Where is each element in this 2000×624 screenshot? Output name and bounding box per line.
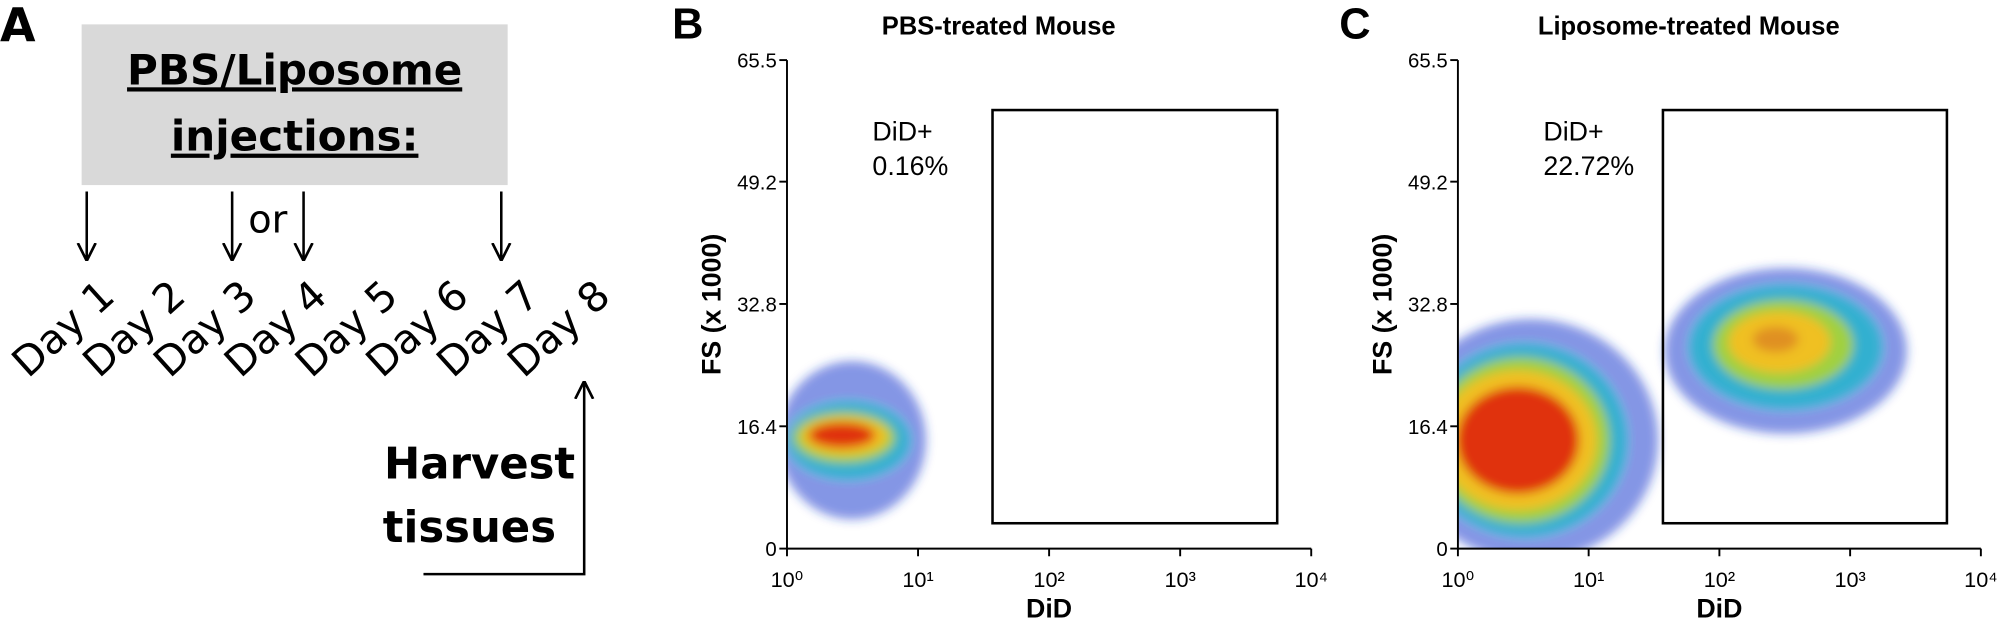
- y-tick-label: 65.5: [737, 51, 777, 73]
- harvest-text: Harvest: [384, 439, 575, 489]
- density-cloud: [786, 361, 926, 520]
- x-tick-label: 10⁴: [1295, 567, 1328, 592]
- injection-box: [81, 24, 508, 186]
- x-tick-label: 10⁰: [1442, 567, 1475, 592]
- x-tick-label: 10¹: [1573, 567, 1604, 592]
- y-tick-label: 16.4: [737, 417, 777, 439]
- y-tick-label: 32.8: [737, 295, 777, 317]
- x-tick-label: 10¹: [902, 567, 933, 592]
- harvest-text: tissues: [383, 503, 556, 553]
- box-text: injections:: [171, 112, 419, 161]
- y-tick-label: 0: [765, 539, 776, 561]
- density-plot: C Liposome-treated Mouse 0 16.4 32.8 49.2 65.5…: [1339, 0, 1997, 623]
- y-axis-label: FS (x 1000): [1368, 234, 1398, 375]
- density-plot: B PBS-treated Mouse 0 16.4 32.8 49.2 65.5 10⁰ 10…: [672, 0, 1328, 623]
- x-tick-label: 10²: [1033, 567, 1064, 592]
- x-tick-label: 10³: [1834, 567, 1865, 592]
- panel-label: C: [1339, 0, 1370, 48]
- x-tick-label: 10²: [1704, 567, 1735, 592]
- gate: [1661, 108, 1949, 525]
- chart-title: PBS-treated Mouse: [882, 13, 1116, 41]
- gate-percent: 0.16%: [872, 151, 948, 181]
- y-tick-label: 49.2: [1408, 172, 1448, 194]
- gate-percent: 22.72%: [1543, 151, 1634, 181]
- connector-text: or: [248, 197, 287, 242]
- x-tick-label: 10³: [1165, 567, 1196, 592]
- y-axis-label: FS (x 1000): [697, 234, 727, 375]
- gate: [991, 108, 1279, 525]
- y-tick-label: 0: [1436, 539, 1447, 561]
- density-cloud: [1457, 267, 1907, 549]
- y-tick-label: 65.5: [1408, 51, 1448, 73]
- x-axis-label: DiD: [1026, 593, 1072, 623]
- x-tick-label: 10⁰: [771, 567, 804, 592]
- injection-arrows: [87, 191, 502, 259]
- x-tick-label: 10⁴: [1964, 567, 1997, 592]
- y-tick-label: 49.2: [737, 172, 777, 194]
- x-axis-label: DiD: [1696, 593, 1742, 623]
- gate-label: DiD+: [1543, 116, 1603, 146]
- harvest-arrow: [423, 383, 584, 576]
- y-tick-label: 32.8: [1408, 295, 1448, 317]
- panel-label: A: [0, 0, 36, 52]
- y-tick-label: 16.4: [1408, 417, 1448, 439]
- chart-title: Liposome-treated Mouse: [1538, 13, 1840, 41]
- panel-label: B: [672, 0, 703, 48]
- box-text: PBS/Liposome: [127, 45, 462, 94]
- gate-label: DiD+: [872, 116, 932, 146]
